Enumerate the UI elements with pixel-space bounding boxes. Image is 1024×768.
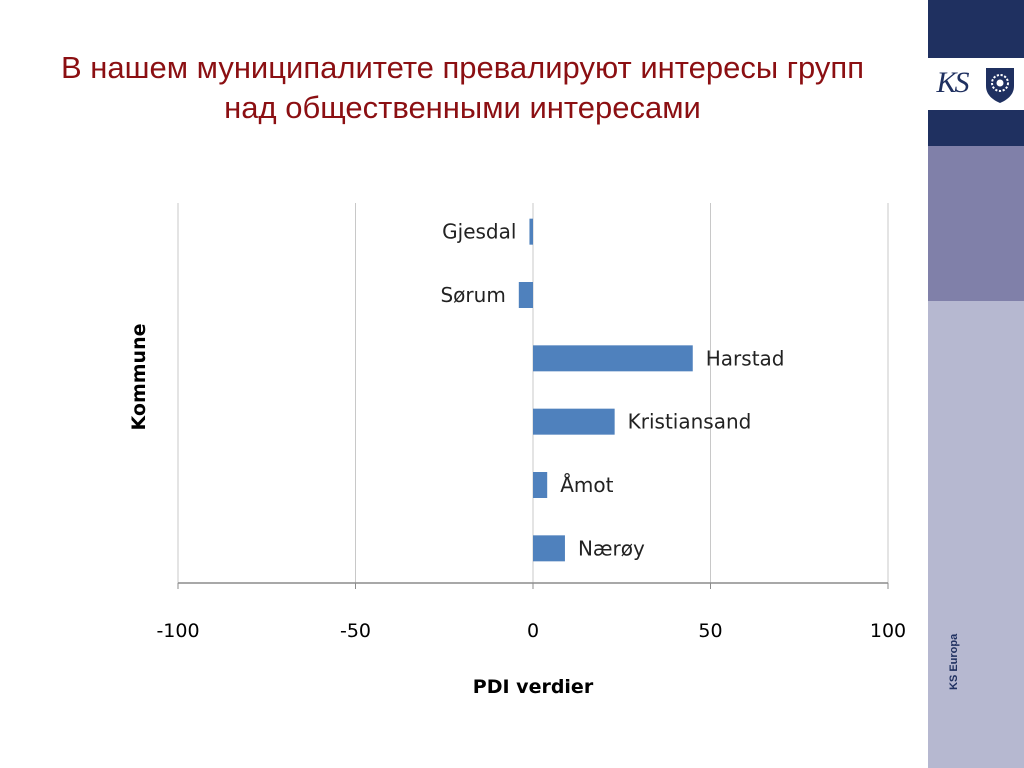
bar-s-rum [518, 282, 533, 308]
bar-kristiansand [533, 408, 615, 435]
bar-label-kristiansand: Kristiansand [628, 410, 752, 434]
bar-label-gjesdal: Gjesdal [442, 220, 516, 244]
slide-title: В нашем муниципалитете превалируют интер… [10, 48, 915, 128]
category-labels: Gjesdal Sørum Harstad Kristiansand Åmot Nærøy [440, 220, 784, 561]
x-tick-label-3: 50 [698, 620, 722, 642]
panel-band-navy-top [928, 0, 1024, 58]
bar-label--mot: Åmot [560, 473, 613, 497]
panel-band-light [928, 301, 1024, 768]
x-tick-label-1: -50 [340, 620, 371, 642]
bar-label-harstad: Harstad [706, 346, 785, 370]
title-line-1: В нашем муниципалитете превалируют интер… [60, 50, 865, 85]
bar-harstad [533, 345, 693, 372]
x-tick-label-4: 100 [870, 620, 906, 642]
x-tick-label-0: -100 [156, 620, 199, 642]
title-line-2: над общественными интересами [224, 90, 701, 125]
panel-band-mid [928, 146, 1024, 301]
x-tick-labels: -100 -50 0 50 100 [156, 620, 906, 642]
x-tick-label-2: 0 [527, 620, 539, 642]
panel-band-navy [928, 110, 1024, 146]
crest-icon [986, 68, 1014, 103]
right-side-panel [928, 0, 1024, 768]
bar-label-s-rum: Sørum [440, 283, 505, 307]
bars [518, 218, 693, 562]
y-axis-label: Kommune [128, 324, 150, 431]
bar-gjesdal [529, 218, 533, 245]
grid-lines [177, 203, 889, 589]
ks-europa-label: KS Europa [948, 633, 960, 690]
x-axis-label: PDI verdier [473, 676, 594, 698]
bar--mot [533, 472, 548, 498]
pdi-bar-chart: -100 -50 0 50 100 Gjesdal Sørum Harstad Kristia… [128, 203, 906, 698]
bar-n-r-y [533, 535, 565, 562]
bar-label-n-r-y: Nærøy [578, 536, 645, 560]
ks-logo: KS [936, 66, 969, 99]
